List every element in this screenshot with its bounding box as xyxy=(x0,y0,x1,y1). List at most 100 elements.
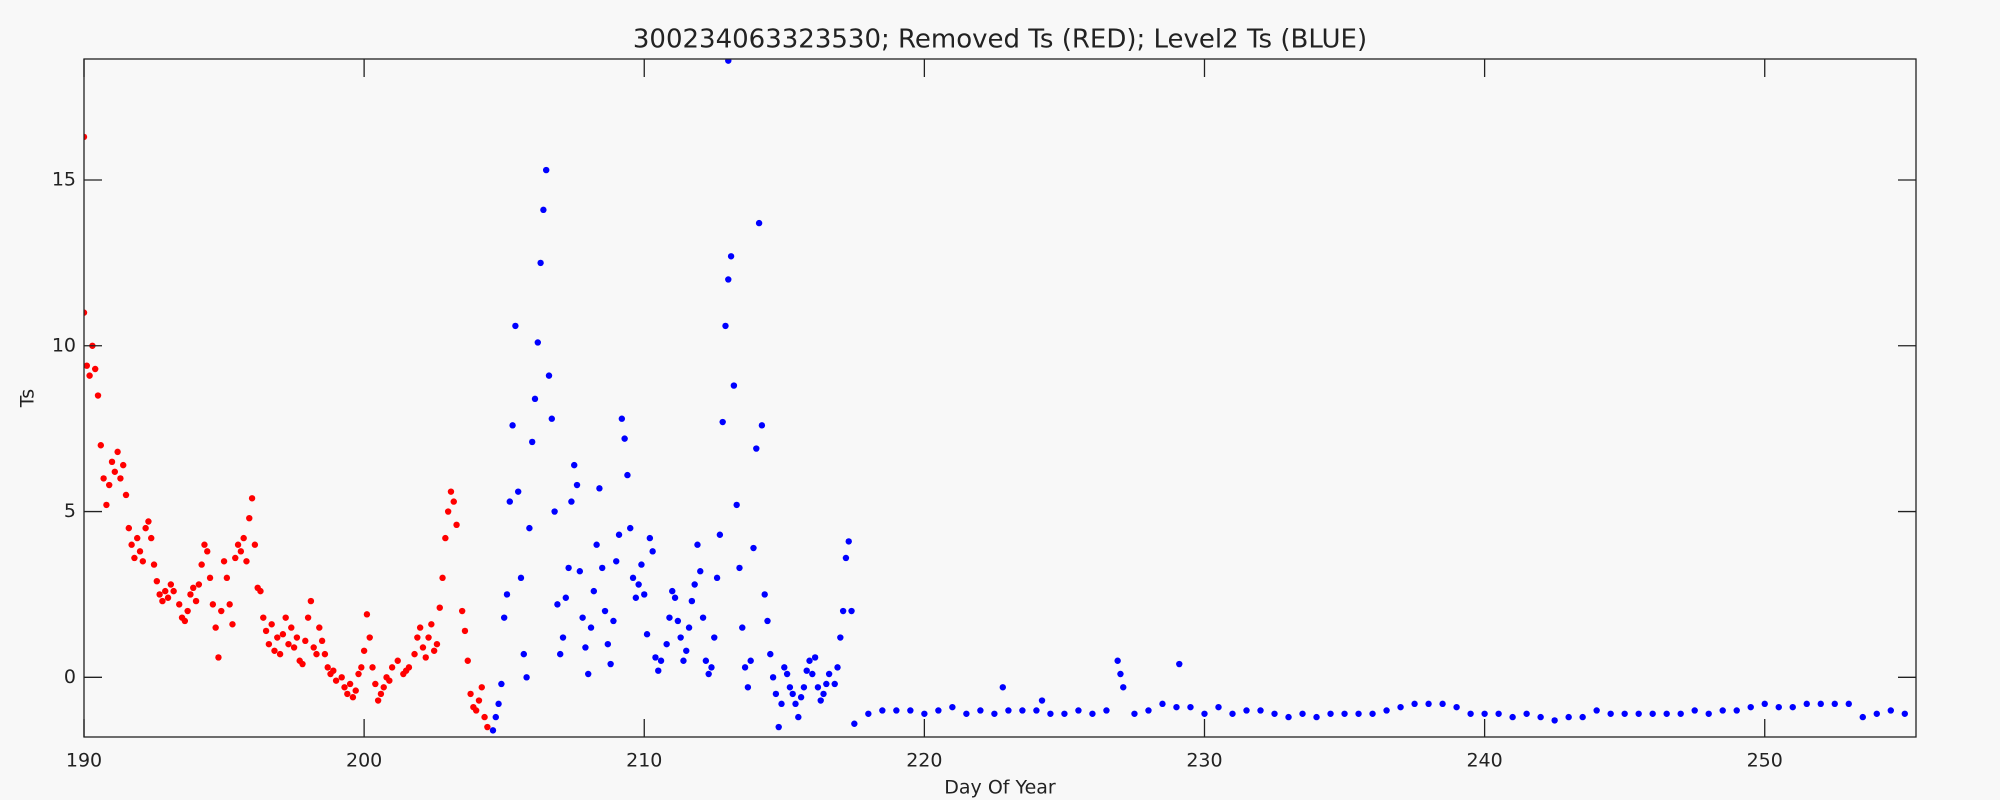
data-point xyxy=(509,422,516,429)
data-point xyxy=(565,564,572,572)
data-point xyxy=(1243,707,1250,714)
data-point xyxy=(669,587,676,595)
x-tick-label: 240 xyxy=(1466,750,1502,772)
data-point xyxy=(1187,703,1194,711)
data-point xyxy=(1523,710,1530,717)
data-point xyxy=(128,541,135,548)
data-point xyxy=(1481,710,1488,717)
data-point xyxy=(324,664,331,671)
data-point xyxy=(260,614,267,621)
data-point xyxy=(1131,710,1138,717)
data-point xyxy=(1411,700,1418,708)
y-tick-label: 0 xyxy=(64,666,76,688)
data-point xyxy=(1803,700,1810,708)
data-point xyxy=(1075,707,1082,714)
data-point xyxy=(288,624,295,631)
data-point xyxy=(430,647,438,654)
data-point xyxy=(1663,710,1670,717)
data-point xyxy=(181,617,189,625)
data-point xyxy=(1019,707,1026,714)
data-point xyxy=(800,684,808,691)
data-point xyxy=(747,657,754,664)
data-point xyxy=(769,674,777,681)
data-point xyxy=(809,670,816,678)
data-point xyxy=(1705,710,1712,717)
data-point xyxy=(697,568,704,575)
data-point xyxy=(358,664,365,671)
x-tick-label: 250 xyxy=(1747,750,1783,772)
data-point xyxy=(543,166,550,174)
data-point xyxy=(223,574,231,582)
data-point xyxy=(702,657,710,664)
data-point xyxy=(582,644,589,651)
data-point xyxy=(206,574,214,582)
data-point xyxy=(125,524,133,532)
data-point xyxy=(803,667,810,674)
data-point xyxy=(302,637,309,645)
data-point xyxy=(554,601,561,608)
data-point xyxy=(655,667,662,674)
data-point xyxy=(1859,713,1866,721)
data-point xyxy=(1677,710,1684,717)
data-point xyxy=(453,521,460,529)
data-point xyxy=(481,713,488,721)
data-point xyxy=(523,674,530,681)
data-point xyxy=(360,647,368,654)
data-point xyxy=(725,276,732,283)
data-point xyxy=(265,640,273,648)
data-point xyxy=(568,498,575,505)
data-point xyxy=(666,614,673,621)
data-point xyxy=(285,640,292,648)
data-point xyxy=(321,650,329,658)
data-point xyxy=(520,650,527,658)
data-point xyxy=(164,594,172,601)
x-tick-label: 230 xyxy=(1186,750,1222,772)
data-point xyxy=(559,634,567,641)
data-point xyxy=(907,707,914,714)
data-point xyxy=(761,591,768,598)
y-tick-label: 10 xyxy=(52,334,76,356)
data-point xyxy=(145,518,152,525)
x-tick-label: 200 xyxy=(346,750,382,772)
data-point xyxy=(246,514,253,522)
data-point xyxy=(528,438,536,446)
data-point xyxy=(271,647,278,654)
data-point xyxy=(848,607,855,615)
data-point xyxy=(562,594,570,601)
data-point xyxy=(187,591,194,598)
data-point xyxy=(601,607,609,615)
data-point xyxy=(1355,710,1362,717)
data-point xyxy=(739,624,746,631)
data-point xyxy=(338,674,345,681)
data-point xyxy=(248,495,256,502)
data-point xyxy=(674,617,682,625)
data-point xyxy=(587,624,595,631)
data-point xyxy=(411,650,418,658)
data-point xyxy=(629,574,637,582)
data-point xyxy=(792,700,799,708)
data-point xyxy=(495,700,502,708)
data-point xyxy=(84,133,88,141)
data-point xyxy=(148,534,155,542)
data-point xyxy=(727,253,735,260)
plot-frame xyxy=(83,58,1917,738)
data-point xyxy=(167,581,175,588)
data-point xyxy=(977,707,984,714)
data-point xyxy=(318,637,326,645)
data-point xyxy=(806,657,813,664)
data-point xyxy=(585,670,592,678)
data-point xyxy=(444,508,452,515)
data-point xyxy=(638,561,645,568)
data-point xyxy=(442,534,449,542)
data-point xyxy=(332,677,340,684)
data-point xyxy=(293,634,301,641)
data-point xyxy=(786,684,794,691)
data-point xyxy=(1901,710,1908,717)
data-point xyxy=(257,587,264,595)
data-point xyxy=(1761,700,1768,708)
data-point xyxy=(834,664,841,671)
data-point xyxy=(106,481,113,489)
data-point xyxy=(139,558,147,565)
data-point xyxy=(478,684,485,691)
